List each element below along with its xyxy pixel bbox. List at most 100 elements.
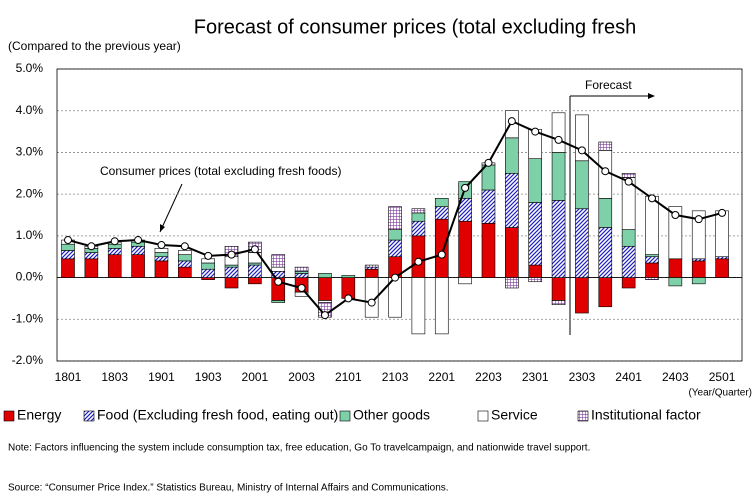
arrow-head bbox=[648, 93, 655, 99]
y-tick-label: 4.0% bbox=[16, 103, 44, 117]
plot-frame bbox=[56, 68, 743, 362]
subtitle: (Compared to the previous year) bbox=[8, 39, 181, 53]
bar-segment bbox=[551, 277, 566, 301]
bar-segment bbox=[505, 137, 519, 174]
chart-title: Forecast of consumer prices (total exclu… bbox=[194, 16, 636, 38]
x-tick-label: 1803 bbox=[101, 370, 128, 384]
legend-swatch bbox=[339, 410, 351, 422]
cpi-point bbox=[64, 236, 72, 245]
cpi-point bbox=[367, 298, 376, 307]
bar-segment bbox=[224, 277, 239, 289]
cpi-point bbox=[391, 273, 400, 282]
bar-segment bbox=[691, 210, 706, 260]
cpi-point bbox=[180, 242, 189, 251]
bar-segment bbox=[154, 260, 169, 278]
bar-segment bbox=[271, 266, 286, 272]
bar-segment bbox=[551, 200, 566, 278]
legend-label: Institutional factor bbox=[591, 407, 701, 423]
bar-segment bbox=[528, 277, 543, 283]
bar-segment bbox=[84, 252, 99, 260]
bar-segment bbox=[715, 258, 729, 278]
bar-segment bbox=[598, 141, 613, 151]
legend-swatch bbox=[477, 410, 489, 422]
bar-segment bbox=[201, 268, 215, 278]
y-tick-label: -2.0% bbox=[12, 353, 44, 367]
line-annotation: Consumer prices (total excluding fresh f… bbox=[100, 164, 341, 178]
cpi-point bbox=[87, 242, 96, 251]
x-tick-label: 2103 bbox=[382, 370, 409, 384]
x-tick-label: 2201 bbox=[428, 370, 455, 384]
bar-segment bbox=[598, 198, 613, 228]
x-tick-label: 2303 bbox=[569, 370, 596, 384]
bar-segment bbox=[598, 227, 613, 278]
bar-segment bbox=[271, 300, 286, 303]
bar-segment bbox=[364, 264, 379, 268]
bar-segment bbox=[668, 206, 683, 260]
bar-segment bbox=[645, 277, 659, 280]
bar-segment bbox=[224, 266, 239, 278]
cpi-point bbox=[648, 194, 656, 203]
x-tick-label: 1801 bbox=[55, 370, 82, 384]
bar-segment bbox=[598, 277, 613, 308]
bar-segment bbox=[201, 277, 215, 280]
x-tick-label: 2301 bbox=[522, 370, 549, 384]
bar-segment bbox=[201, 262, 215, 270]
y-tick-label: 1.0% bbox=[16, 228, 44, 242]
bar-segment bbox=[411, 212, 426, 222]
y-tick-label: 2.0% bbox=[16, 186, 44, 200]
legend-swatch bbox=[83, 410, 95, 422]
bar-segment bbox=[458, 220, 472, 278]
cpi-point bbox=[554, 135, 563, 144]
bar-segment bbox=[294, 271, 309, 274]
bar-segment bbox=[411, 220, 426, 237]
bar-segment bbox=[668, 258, 683, 278]
bar-segment bbox=[528, 202, 543, 266]
bar-segment bbox=[621, 245, 636, 278]
x-tick-label: 2401 bbox=[615, 370, 642, 384]
bar-segment bbox=[224, 264, 239, 268]
bar-segment bbox=[131, 254, 145, 278]
cpi-point bbox=[577, 146, 586, 155]
cpi-point bbox=[320, 311, 329, 320]
cpi-point bbox=[437, 250, 446, 259]
bar-segment bbox=[178, 260, 192, 268]
arrow-head bbox=[160, 224, 165, 232]
cpi-point bbox=[507, 117, 516, 126]
bar-segment bbox=[411, 277, 426, 335]
bar-segment bbox=[411, 235, 426, 278]
bar-segment bbox=[551, 112, 566, 153]
bar-segment bbox=[715, 210, 729, 258]
bar-segment bbox=[248, 262, 262, 266]
bar-segment bbox=[84, 258, 99, 278]
bar-segment bbox=[131, 245, 145, 255]
legend-label: Service bbox=[491, 407, 538, 423]
bar-segment bbox=[528, 264, 543, 278]
bar-segment bbox=[551, 300, 566, 305]
forecast-label: Forecast bbox=[585, 78, 632, 92]
bar-segment bbox=[668, 277, 683, 287]
legend-label: Other goods bbox=[353, 407, 430, 423]
annotation-arrow bbox=[159, 183, 183, 233]
cpi-point bbox=[671, 211, 680, 219]
bar-segment bbox=[248, 277, 262, 285]
bar-segment bbox=[621, 229, 636, 247]
bar-segment bbox=[411, 208, 426, 214]
bar-segment bbox=[318, 300, 332, 303]
cpi-point bbox=[227, 250, 236, 259]
legend-label: Food (Excluding fresh food, eating out) bbox=[97, 407, 338, 423]
y-tick-label: 0.0% bbox=[16, 270, 44, 284]
y-tick-label: -1.0% bbox=[12, 311, 44, 325]
bar-segment bbox=[318, 273, 332, 278]
bar-segment bbox=[434, 206, 449, 220]
bar-segment bbox=[645, 262, 659, 278]
note: Note: Factors influencing the system inc… bbox=[8, 443, 590, 454]
cpi-point bbox=[718, 208, 727, 217]
cpi-point bbox=[461, 183, 470, 192]
bar-segment bbox=[715, 256, 729, 260]
bar-segment bbox=[364, 266, 379, 270]
x-tick-label: 2101 bbox=[335, 370, 362, 384]
bar-segment bbox=[505, 172, 519, 228]
bar-segment bbox=[178, 266, 192, 278]
bar-segment bbox=[458, 277, 472, 285]
bar-segment bbox=[575, 160, 589, 210]
